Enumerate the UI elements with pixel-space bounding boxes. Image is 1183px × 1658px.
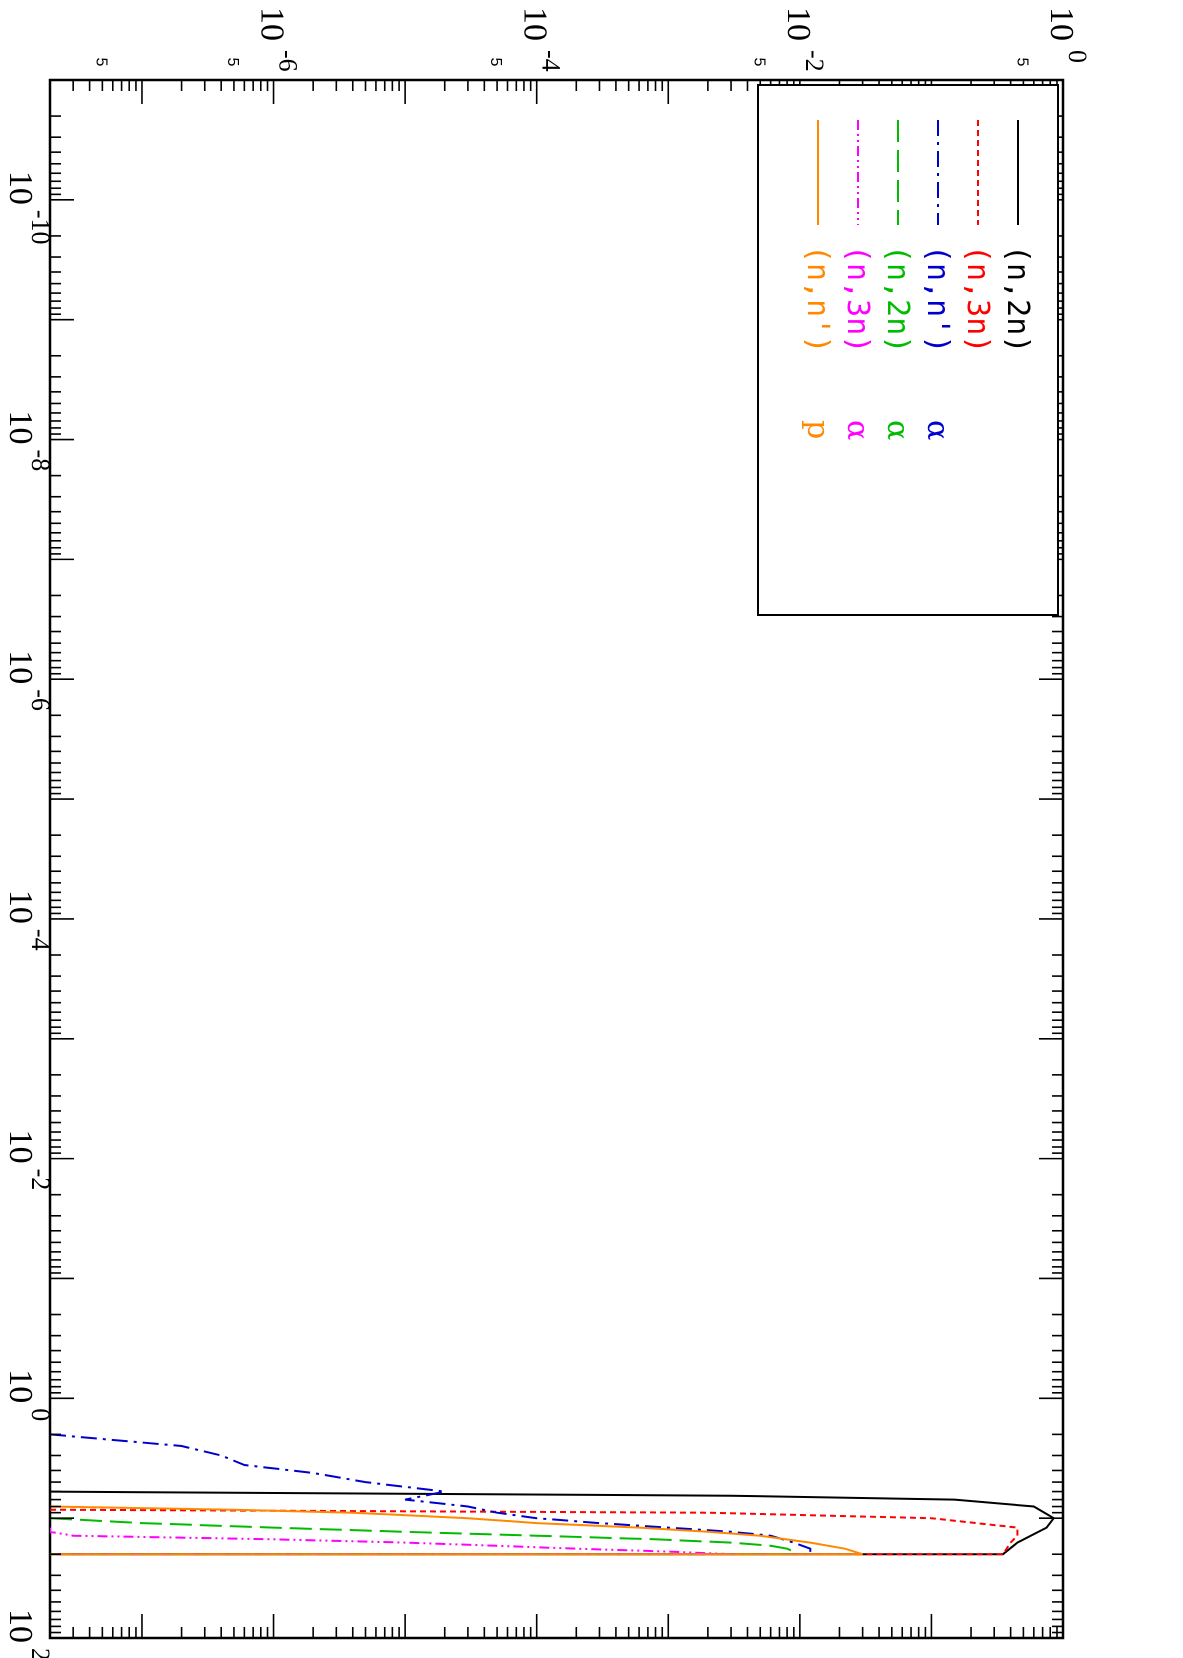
- legend-label-3: (n,2n): [880, 245, 915, 353]
- x-tick-exp-1: -8: [26, 450, 55, 472]
- axis-labels: 10 -10 10 -8 10 -6 10 -4 10 -2 10 0 10 2 10 0 10 -2 10 -4 10…: [2, 7, 1092, 1658]
- plot-frame: [48, 78, 1065, 1640]
- legend-label-0: (n,2n): [1000, 245, 1035, 353]
- legend-box: [757, 84, 1059, 616]
- series-line-5: [50, 1505, 863, 1556]
- y-tick-exp-1: -2: [800, 50, 829, 72]
- y-minor-label-1: 5: [750, 58, 767, 67]
- legend-suffix-3: α: [880, 420, 915, 440]
- y-minor-label-0: 5: [1013, 58, 1030, 67]
- y-minor-label-4: 5: [92, 58, 109, 67]
- legend-suffix-4: α: [840, 420, 875, 440]
- y-tick-label-1: 10: [780, 7, 817, 41]
- x-tick-exp-2: -6: [26, 689, 55, 711]
- x-tick-label-2: 10: [2, 650, 39, 684]
- y-minor-label-3: 5: [224, 58, 241, 67]
- legend-label-4: (n,3n): [840, 245, 875, 353]
- x-tick-label-6: 10: [2, 1609, 39, 1643]
- legend-label-1: (n,3n): [960, 245, 995, 353]
- x-tick-label-0: 10: [2, 171, 39, 205]
- series-line-1: [50, 1508, 1019, 1556]
- legend-label-2: (n,n'): [920, 245, 955, 353]
- legend: (n,2n)(n,3n)(n,n')α(n,2n)α(n,3n)α(n,n')p: [757, 84, 1059, 616]
- legend-label-5: (n,n'): [800, 245, 835, 353]
- x-tick-label-1: 10: [2, 411, 39, 445]
- y-tick-exp-0: 0: [1063, 50, 1092, 63]
- y-tick-exp-3: -6: [274, 50, 303, 72]
- x-tick-label-3: 10: [2, 890, 39, 924]
- y-tick-label-3: 10: [254, 7, 291, 41]
- y-minor-label-2: 5: [487, 58, 504, 67]
- x-tick-label-4: 10: [2, 1130, 39, 1164]
- x-tick-label-5: 10: [2, 1369, 39, 1403]
- y-tick-label-0: 10: [1043, 7, 1080, 41]
- y-tick-exp-2: -4: [537, 50, 566, 72]
- legend-suffix-2: α: [920, 420, 955, 440]
- series-line-3: [50, 1517, 795, 1556]
- legend-suffix-5: p: [800, 420, 835, 439]
- series-line-2: [50, 1433, 812, 1556]
- plot-curves: [50, 1433, 1056, 1556]
- x-tick-exp-6: 2: [26, 1648, 55, 1658]
- y-tick-label-2: 10: [517, 7, 554, 41]
- series-line-4: [50, 1527, 732, 1556]
- x-tick-exp-5: 0: [26, 1408, 55, 1421]
- x-tick-exp-4: -2: [26, 1169, 55, 1191]
- x-tick-exp-3: -4: [26, 929, 55, 951]
- x-tick-exp-0: -10: [26, 210, 55, 245]
- plot-axes: [48, 78, 1065, 1640]
